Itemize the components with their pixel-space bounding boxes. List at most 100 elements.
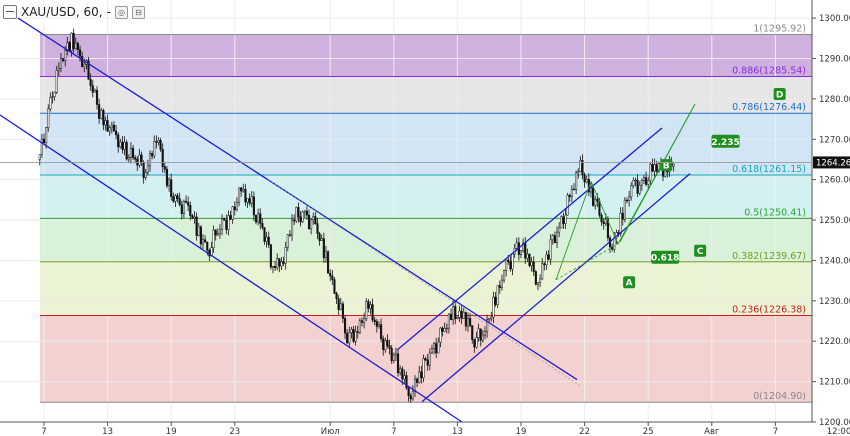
- candle: [551, 233, 554, 245]
- candle: [473, 338, 476, 353]
- candle: [231, 205, 234, 224]
- candle: [303, 210, 306, 218]
- wave-label-A: A: [623, 276, 636, 289]
- price-tick-10: 1300.00: [819, 14, 850, 24]
- candle: [363, 312, 366, 329]
- candle: [214, 229, 217, 241]
- date-tick-8: 22: [579, 427, 590, 436]
- date-tick-12: 12:00: [827, 427, 850, 436]
- candle-body: [265, 236, 268, 242]
- candle-body: [502, 270, 506, 281]
- fib-zone-3: [40, 175, 812, 219]
- candle-body: [399, 368, 402, 374]
- candle-body: [572, 188, 576, 191]
- wave-label-bg: [694, 244, 707, 257]
- candle-body: [473, 339, 476, 348]
- candle: [560, 215, 563, 229]
- candle: [464, 311, 467, 331]
- candle: [386, 334, 389, 349]
- candle-body: [454, 306, 457, 319]
- candle: [329, 269, 332, 282]
- candle: [553, 231, 556, 244]
- candle: [257, 208, 260, 226]
- fib-zones: [40, 34, 812, 403]
- candle: [502, 269, 506, 283]
- candle-body: [87, 60, 90, 80]
- date-tick-1: 13: [102, 427, 113, 436]
- candle: [115, 124, 118, 140]
- candle: [131, 144, 135, 161]
- candle-body: [640, 180, 643, 186]
- wave-label-C: C: [694, 244, 707, 257]
- candle: [437, 337, 440, 354]
- candle-body: [386, 340, 389, 346]
- candle-body: [70, 32, 73, 52]
- candle: [530, 257, 533, 272]
- candle-body: [284, 247, 287, 264]
- candle: [433, 341, 436, 355]
- candle: [327, 250, 330, 274]
- candle-body: [83, 63, 86, 67]
- candle-body: [494, 296, 497, 305]
- candle: [575, 170, 578, 194]
- candle-body: [195, 216, 198, 236]
- collapse-icon[interactable]: [3, 5, 17, 19]
- candle-body: [119, 141, 122, 148]
- candle-body: [163, 166, 166, 170]
- candle-body: [373, 319, 376, 322]
- candle: [201, 233, 205, 250]
- candle-body: [104, 120, 107, 126]
- candle: [216, 228, 219, 236]
- date-tick-11: 7: [773, 427, 778, 436]
- ratio-label-1: 2.235: [711, 134, 740, 148]
- candle: [399, 365, 402, 376]
- candle: [619, 207, 622, 237]
- candle: [269, 243, 272, 270]
- candle: [541, 257, 544, 281]
- candle-body: [526, 253, 529, 259]
- date-tick-6: 13: [452, 427, 463, 436]
- settings-icon[interactable]: ⊟: [131, 5, 145, 19]
- candle: [430, 344, 434, 355]
- price-tick-5: 1250.00: [819, 216, 850, 226]
- candle-body: [102, 110, 105, 126]
- candle-body: [112, 124, 116, 132]
- candle: [519, 250, 523, 259]
- candle-body: [38, 154, 41, 160]
- candle-body: [314, 216, 317, 224]
- candle-body: [263, 227, 266, 242]
- candle: [244, 184, 247, 207]
- candle-body: [201, 239, 205, 245]
- candle: [144, 168, 147, 181]
- candle: [458, 305, 461, 323]
- candle-body: [541, 263, 544, 280]
- candle-body: [547, 254, 550, 260]
- price-tick-6: 1260.00: [819, 176, 850, 186]
- candle: [475, 332, 478, 349]
- visibility-icon[interactable]: ◎: [114, 5, 128, 19]
- candle-body: [420, 371, 423, 379]
- candle: [600, 212, 603, 227]
- candle-body: [634, 179, 637, 182]
- candle-body: [388, 345, 391, 349]
- candle-body: [257, 213, 260, 223]
- candle-body: [532, 261, 535, 272]
- candle: [445, 323, 448, 334]
- candle-body: [282, 261, 285, 264]
- candle-body: [568, 194, 571, 198]
- candle: [628, 190, 631, 207]
- candle: [301, 210, 304, 223]
- candle: [182, 199, 185, 219]
- candle-body: [312, 216, 315, 221]
- candle-body: [180, 204, 183, 214]
- candle-body: [115, 130, 118, 136]
- candle-body: [437, 341, 440, 354]
- candle: [227, 210, 230, 236]
- candle-body: [131, 147, 135, 158]
- candle-body: [649, 164, 652, 181]
- candle: [570, 185, 573, 203]
- candle-body: [250, 196, 253, 204]
- candle-body: [303, 210, 306, 213]
- candle-body: [564, 214, 567, 224]
